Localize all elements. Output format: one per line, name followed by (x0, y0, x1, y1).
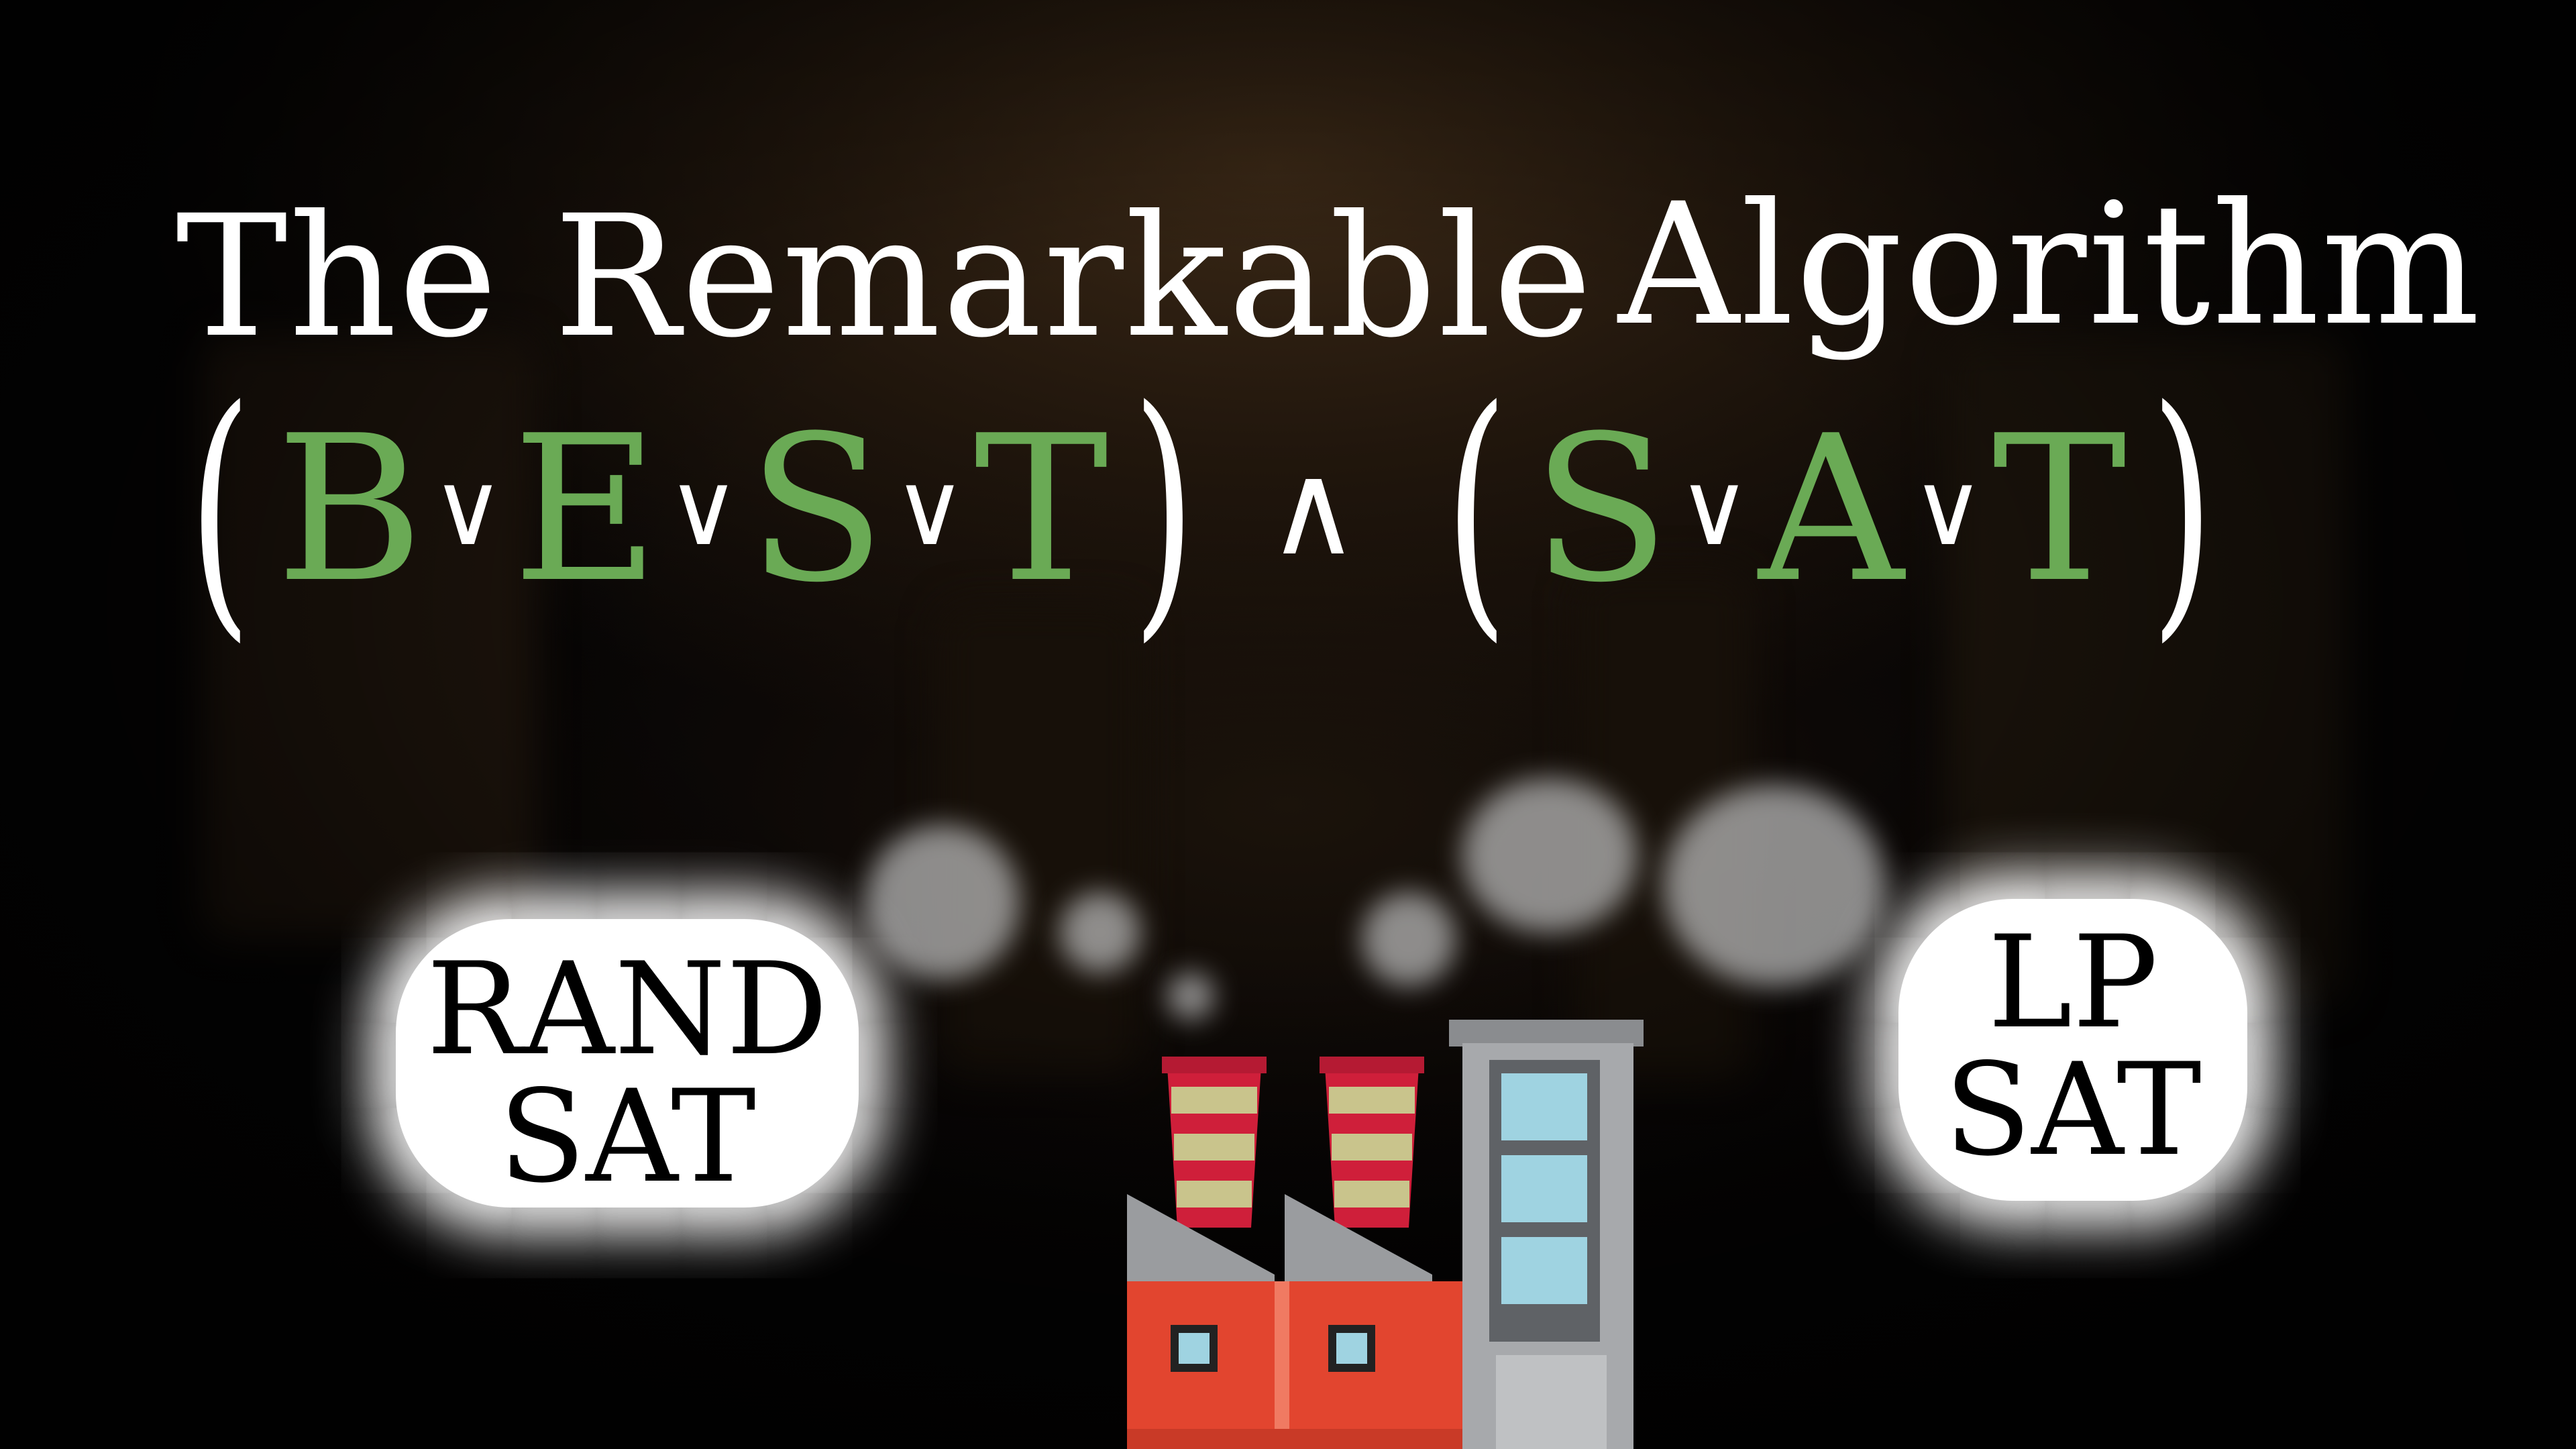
bubble-text-line1: RAND (426, 935, 828, 1083)
smoke-puff (1362, 892, 1456, 986)
literal-s: S (1532, 392, 1670, 627)
or-operator: ∨ (666, 451, 741, 568)
smoke-puff (1167, 973, 1214, 1020)
and-operator: ∧ (1267, 435, 1360, 584)
chimney-stripe (1334, 1181, 1409, 1208)
hall-window (1336, 1333, 1367, 1364)
bubble-text-line2: SAT (1944, 1036, 2202, 1184)
literal-e: E (512, 392, 659, 627)
literal-b: B (276, 392, 424, 627)
literal-s: S (747, 392, 886, 627)
bubble-text-line1: LP (1987, 908, 2158, 1057)
or-operator: ∨ (893, 451, 967, 568)
smoke-puff (1060, 892, 1140, 973)
chimney-stripe (1171, 1087, 1257, 1114)
or-operator: ∨ (1677, 451, 1752, 568)
or-operator: ∨ (1911, 451, 1985, 568)
smoke-puff (865, 825, 1020, 979)
smoke-puff (1462, 778, 1637, 932)
thought-bubble-rand-sat: RAND SAT (396, 919, 859, 1208)
close-paren: ) (2151, 354, 2214, 665)
chimney-stripe (1329, 1087, 1415, 1114)
literal-a: A (1758, 392, 1904, 627)
close-paren: ) (1132, 354, 1196, 665)
or-operator: ∨ (431, 451, 505, 568)
open-paren: ( (1444, 354, 1508, 665)
bubble-text-line2: SAT (498, 1063, 756, 1211)
chimney-stripe (1174, 1134, 1254, 1161)
thought-bubble-lp-sat: LP SAT (1898, 899, 2247, 1201)
hall-base (1127, 1429, 1462, 1449)
chimney-stripe (1332, 1134, 1412, 1161)
smoke-puff (1664, 785, 1885, 986)
tower-door (1496, 1355, 1607, 1449)
factory-roof (1127, 1194, 1275, 1288)
hall-divider (1275, 1281, 1289, 1449)
chimney-stripe (1177, 1181, 1252, 1208)
title-line-1: The Remarkable (176, 179, 1594, 374)
literal-t: T (1992, 392, 2127, 627)
factory-icon (1127, 1020, 1644, 1449)
literal-t: T (974, 392, 1109, 627)
open-paren: ( (189, 354, 252, 665)
factory-roof (1285, 1194, 1432, 1288)
boolean-formula: ( B ∨ E ∨ S ∨ T ) ∧ ( S ∨ A ∨ T ) (168, 376, 2235, 644)
title-line-2: Algorithm (1618, 167, 2482, 362)
tower-roof (1449, 1020, 1644, 1046)
tower-window (1501, 1073, 1587, 1140)
chimney-rim (1320, 1057, 1424, 1073)
tower-window (1501, 1237, 1587, 1304)
tower-window (1501, 1155, 1587, 1222)
chimney-rim (1162, 1057, 1267, 1073)
hall-window (1179, 1333, 1210, 1364)
